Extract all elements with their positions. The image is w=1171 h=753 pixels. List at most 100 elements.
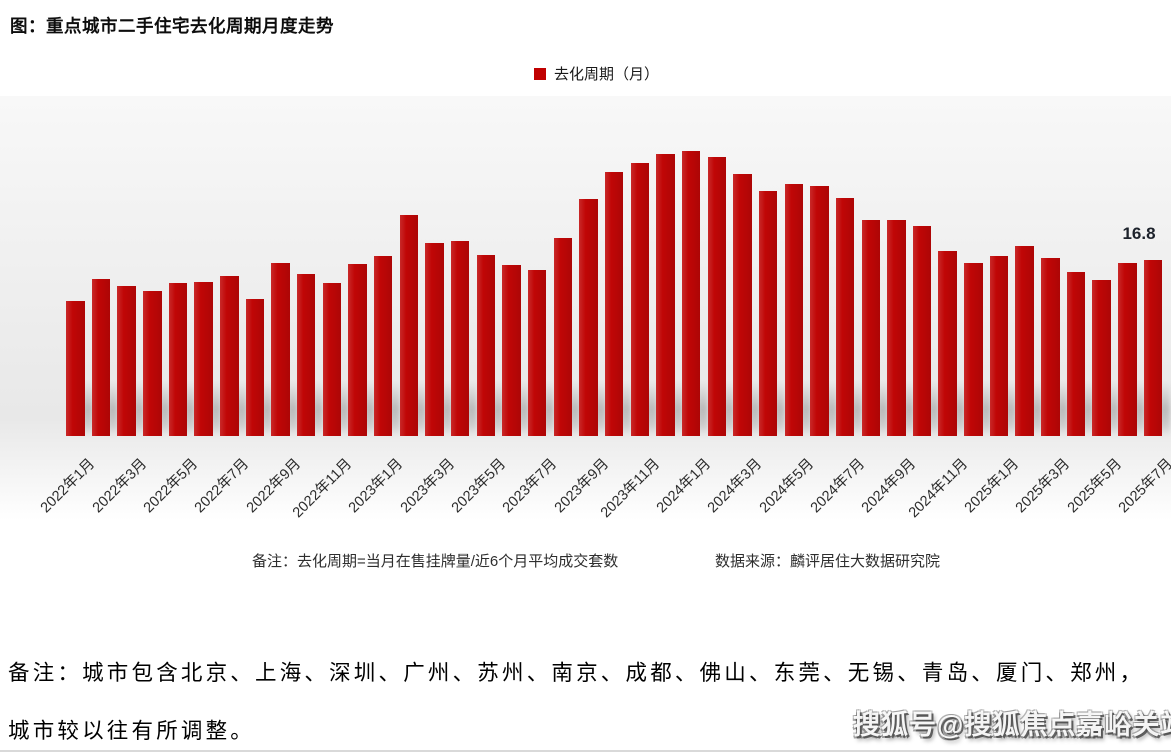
last-value-label: 16.8: [1122, 224, 1156, 243]
bar-2025年3月: [1041, 258, 1060, 436]
bar-2024年4月: [758, 191, 778, 436]
bar-shadow: [286, 382, 298, 436]
bar-2024年9月: [887, 220, 906, 436]
bar-shadow: [723, 382, 734, 436]
bar-2023年3月: [425, 243, 444, 436]
bar-shadow: [851, 382, 863, 436]
bar-2022年5月: [168, 283, 188, 436]
bar-2022年8月: [245, 299, 265, 436]
bar-shadow: [184, 382, 196, 436]
bar-shadow: [415, 382, 427, 436]
bar-shadow: [440, 382, 452, 436]
bar-2025年4月: [1066, 272, 1086, 436]
bar-2022年9月: [271, 263, 290, 436]
bar-shadow: [209, 382, 221, 436]
bar-shadow: [1005, 382, 1017, 436]
bar-2025年7月: [1143, 260, 1163, 436]
chart-title: 图：重点城市二手住宅去化周期月度走势: [10, 16, 334, 36]
bar-2022年2月: [91, 279, 111, 436]
legend-label: 去化周期（月）: [554, 66, 660, 83]
bar-shadow: [466, 382, 478, 436]
bar-shadow: [312, 382, 324, 436]
bar-2022年12月: [348, 264, 367, 436]
bar-2024年8月: [861, 220, 880, 436]
bar-2024年2月: [707, 157, 726, 436]
bar-shadow: [81, 382, 93, 436]
footnote-source: 数据来源：麟评居住大数据研究院: [715, 553, 941, 570]
bar-shadow: [697, 382, 709, 436]
bar-shadow: [1159, 382, 1171, 436]
bar-2023年9月: [579, 199, 598, 436]
bar-shadow: [158, 382, 170, 436]
bar-2025年5月: [1092, 280, 1111, 436]
remark-line-1: 备注：城市包含北京、上海、深圳、广州、苏州、南京、成都、佛山、东莞、无锡、青岛、…: [8, 661, 1145, 685]
bar-shadow: [671, 382, 683, 436]
bar-shadow: [928, 382, 940, 436]
bar-2024年3月: [733, 174, 752, 436]
bar-2025年6月: [1118, 263, 1137, 436]
bar-2022年6月: [194, 282, 213, 436]
bar-shadow: [235, 382, 247, 436]
bar-shadow: [261, 382, 273, 436]
bar-shadow: [1082, 382, 1094, 436]
bar-2024年12月: [964, 263, 983, 436]
bar-shadow: [825, 382, 837, 436]
bar-2025年1月: [989, 256, 1009, 436]
bar-shadow: [543, 382, 555, 436]
bar-shadow: [620, 382, 632, 436]
bar-shadow: [646, 382, 657, 436]
bar-shadow: [389, 382, 401, 436]
remark-line-2: 城市较以往有所调整。: [8, 719, 256, 743]
bar-2022年7月: [220, 276, 239, 436]
bar-shadow: [1030, 382, 1042, 436]
bar-shadow: [774, 382, 786, 436]
bar-shadow: [979, 382, 991, 436]
legend-color-swatch: [534, 67, 546, 80]
bar-shadow: [338, 382, 350, 436]
bar-2022年1月: [66, 301, 85, 436]
bar-shadow: [517, 382, 529, 436]
bar-shadow: [363, 382, 375, 436]
bar-2024年1月: [681, 151, 701, 436]
bar-shadow: [107, 382, 119, 436]
bar-shadow: [877, 382, 888, 436]
bar-2022年3月: [117, 286, 136, 436]
bar-2022年11月: [322, 283, 342, 436]
bar-2024年5月: [784, 184, 803, 436]
bar-2023年4月: [450, 241, 470, 436]
legend: 去化周期（月）: [534, 63, 659, 84]
bar-2023年6月: [502, 265, 521, 436]
bar-shadow: [953, 382, 965, 436]
bar-shadow: [748, 382, 760, 436]
bar-2023年5月: [476, 255, 496, 436]
bar-2023年12月: [656, 154, 675, 436]
bar-2023年10月: [604, 172, 624, 436]
bar-shadow: [569, 382, 580, 436]
bar-shadow: [1133, 382, 1145, 436]
bar-2024年10月: [912, 226, 932, 436]
bar-2023年7月: [527, 270, 547, 436]
bar-shadow: [132, 382, 144, 436]
footnote-note: 备注：去化周期=当月在售挂牌量/近6个月平均成交套数: [252, 553, 619, 570]
bar-shadow: [492, 382, 504, 436]
bar-2023年2月: [399, 215, 419, 436]
bar-shadow: [594, 382, 606, 436]
bar-shadow: [902, 382, 914, 436]
bar-2023年11月: [630, 163, 649, 436]
bar-shadow: [1056, 382, 1068, 436]
bar-shadow: [800, 382, 811, 436]
bottom-divider: [0, 750, 1171, 752]
watermark: 搜狐号@搜狐焦点嘉峪关站: [853, 710, 1171, 740]
bar-2022年4月: [143, 291, 162, 436]
bar-2024年7月: [835, 198, 855, 436]
bar-2023年1月: [373, 256, 393, 436]
bar-2022年10月: [296, 274, 316, 436]
bar-shadow: [1107, 382, 1119, 436]
bar-2024年11月: [938, 251, 957, 436]
bar-2025年2月: [1015, 246, 1034, 436]
bar-2023年8月: [553, 238, 572, 436]
